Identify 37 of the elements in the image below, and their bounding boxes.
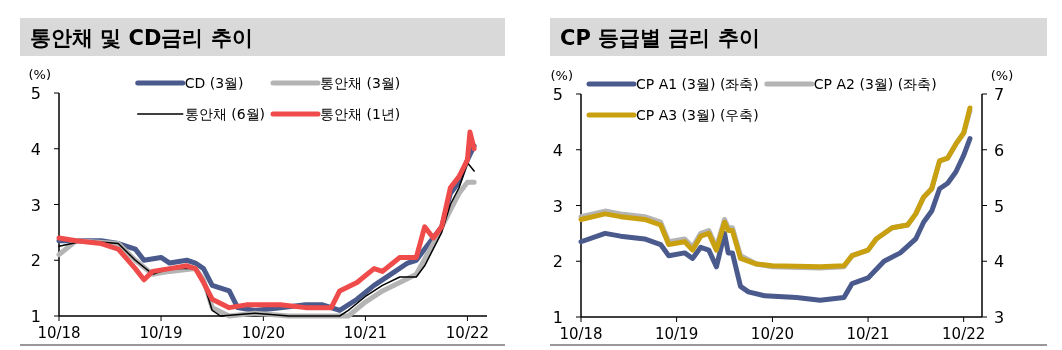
legend-label: CD (3월) (184, 75, 244, 91)
y2-tick-label: 4 (994, 252, 1005, 272)
y-tick-label: 3 (30, 195, 41, 215)
legend-label: CP A1 (3월) (좌축) (636, 76, 759, 92)
y2-axis-title: (%) (990, 68, 1014, 83)
x-tick-label: 10/22 (942, 325, 986, 343)
x-tick-label: 10/21 (846, 325, 890, 343)
y-axis-title: (%) (28, 67, 51, 82)
legend-label: 통안채 (3월) (320, 75, 401, 91)
y-tick-label: 1 (552, 308, 563, 327)
chart-title: CP 등급별 금리 추이 (560, 26, 760, 50)
x-tick-label: 10/20 (750, 325, 795, 343)
x-tick-label: 10/20 (241, 324, 285, 342)
y2-tick-label: 6 (994, 140, 1005, 160)
x-tick-label: 10/18 (559, 325, 603, 343)
chart-title: 통안채 및 CD금리 추이 (30, 26, 253, 50)
y-tick-label: 5 (30, 84, 41, 103)
y-tick-label: 2 (30, 251, 41, 271)
legend-label: CP A3 (3월) (우축) (636, 107, 759, 123)
y-tick-label: 5 (552, 85, 563, 104)
y2-tick-label: 3 (994, 308, 1005, 327)
y2-tick-label: 5 (994, 196, 1005, 216)
y-tick-label: 1 (30, 307, 41, 326)
y-tick-label: 4 (30, 139, 41, 159)
x-tick-label: 10/18 (37, 324, 81, 342)
y2-tick-label: 7 (994, 85, 1005, 104)
x-tick-label: 10/21 (343, 324, 388, 342)
legend-label: 통안채 (1년) (320, 106, 401, 122)
legend-label: CP A2 (3월) (좌축) (813, 76, 937, 92)
legend-label: 통안채 (6월) (184, 106, 265, 122)
x-tick-label: 10/22 (445, 324, 490, 342)
y-tick-label: 4 (552, 140, 563, 160)
x-tick-label: 10/19 (139, 324, 183, 342)
y-axis-title: (%) (550, 68, 573, 83)
y-tick-label: 2 (552, 252, 563, 272)
x-tick-label: 10/19 (654, 325, 699, 343)
y-tick-label: 3 (552, 196, 563, 216)
